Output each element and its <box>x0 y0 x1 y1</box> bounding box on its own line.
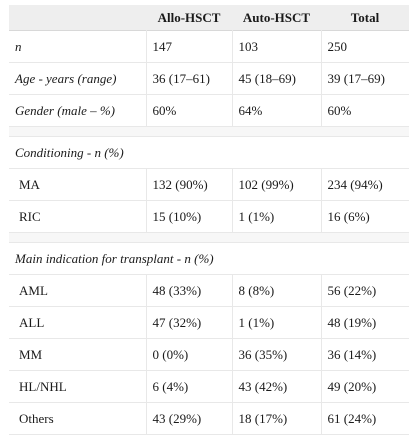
cell-allo: 0 (0%) <box>145 338 232 371</box>
cell-total: 250 <box>320 30 409 63</box>
cell-total: 49 (20%) <box>320 370 409 403</box>
cell-allo: 132 (90%) <box>145 168 232 201</box>
table-row-mm: MM 0 (0%) 36 (35%) 36 (14%) <box>9 338 409 371</box>
cell-allo: 36 (17–61) <box>145 62 232 95</box>
table-row-hl-nhl: HL/NHL 6 (4%) 43 (42%) 49 (20%) <box>9 370 409 403</box>
table-row-n: n 147 103 250 <box>9 30 409 63</box>
section-title: Conditioning - n (%) <box>9 136 409 169</box>
cell-auto: 36 (35%) <box>231 338 321 371</box>
cell-total: 234 (94%) <box>320 168 409 201</box>
cell-allo: 60% <box>145 94 232 127</box>
section-header-indication: Main indication for transplant - n (%) <box>9 242 409 275</box>
cell-auto: 1 (1%) <box>231 200 321 233</box>
header-cell-total: Total <box>321 5 409 31</box>
cell-auto: 8 (8%) <box>231 274 321 307</box>
row-label: HL/NHL <box>9 370 146 403</box>
cell-auto: 45 (18–69) <box>231 62 321 95</box>
cell-allo: 47 (32%) <box>145 306 232 339</box>
section-spacer <box>9 232 409 243</box>
section-title: Main indication for transplant - n (%) <box>9 242 409 275</box>
row-label: ALL <box>9 306 146 339</box>
cell-auto: 103 <box>231 30 321 63</box>
cell-total: 56 (22%) <box>320 274 409 307</box>
row-label: n <box>9 30 146 63</box>
cell-total: 60% <box>320 94 409 127</box>
section-header-conditioning: Conditioning - n (%) <box>9 136 409 169</box>
table-row-all: ALL 47 (32%) 1 (1%) 48 (19%) <box>9 306 409 339</box>
table-row-age: Age - years (range) 36 (17–61) 45 (18–69… <box>9 62 409 95</box>
cell-allo: 48 (33%) <box>145 274 232 307</box>
cell-allo: 6 (4%) <box>145 370 232 403</box>
cell-total: 48 (19%) <box>320 306 409 339</box>
row-label: RIC <box>9 200 146 233</box>
header-cell-empty <box>9 5 146 31</box>
cell-total: 36 (14%) <box>320 338 409 371</box>
table-row-ma: MA 132 (90%) 102 (99%) 234 (94%) <box>9 168 409 201</box>
cell-total: 16 (6%) <box>320 200 409 233</box>
cell-auto: 64% <box>231 94 321 127</box>
cell-allo: 15 (10%) <box>145 200 232 233</box>
header-cell-allo-hsct: Allo-HSCT <box>146 5 232 31</box>
cell-auto: 102 (99%) <box>231 168 321 201</box>
header-cell-auto-hsct: Auto-HSCT <box>232 5 321 31</box>
row-label: MA <box>9 168 146 201</box>
row-label: Gender (male – %) <box>9 94 146 127</box>
section-spacer <box>9 126 409 137</box>
row-label: AML <box>9 274 146 307</box>
cell-auto: 43 (42%) <box>231 370 321 403</box>
cell-total: 39 (17–69) <box>320 62 409 95</box>
cell-allo: 147 <box>145 30 232 63</box>
patient-characteristics-table: Allo-HSCT Auto-HSCT Total n 147 103 250 … <box>9 5 409 435</box>
row-label: Age - years (range) <box>9 62 146 95</box>
table-header-row: Allo-HSCT Auto-HSCT Total <box>9 5 409 31</box>
table-row-gender: Gender (male – %) 60% 64% 60% <box>9 94 409 127</box>
table-row-aml: AML 48 (33%) 8 (8%) 56 (22%) <box>9 274 409 307</box>
cell-auto: 1 (1%) <box>231 306 321 339</box>
row-label: MM <box>9 338 146 371</box>
table-row-ric: RIC 15 (10%) 1 (1%) 16 (6%) <box>9 200 409 233</box>
